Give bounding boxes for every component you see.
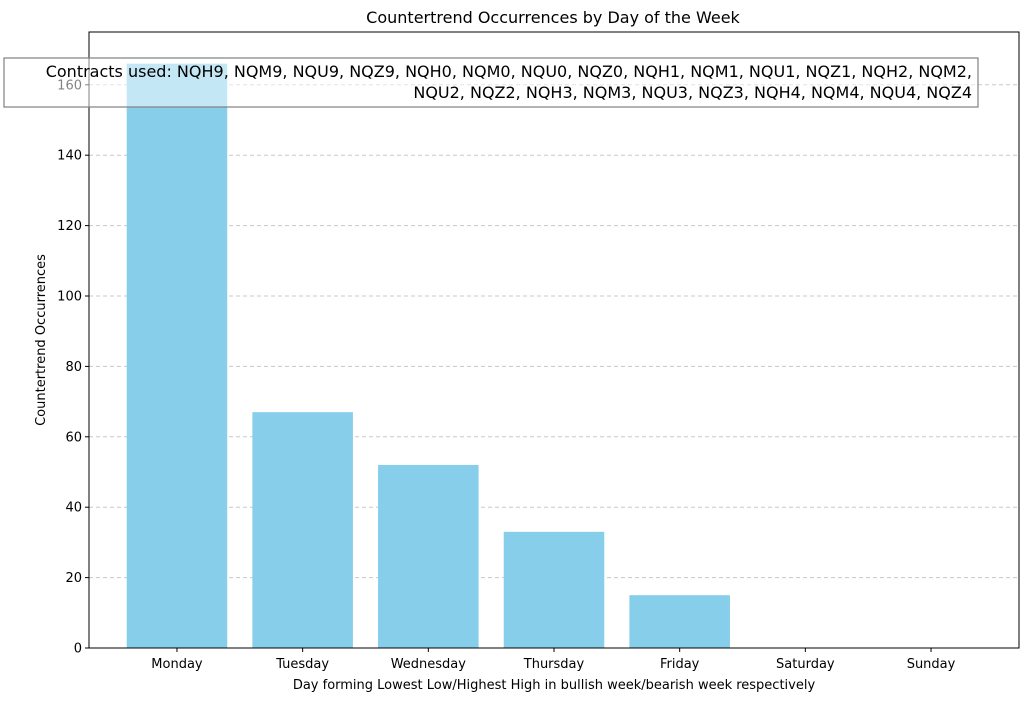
y-tick-label: 40 — [65, 501, 82, 516]
x-tick-label: Thursday — [523, 657, 585, 672]
annotation-line: NQU2, NQZ2, NQH3, NQM3, NQU3, NQZ3, NQH4… — [413, 83, 972, 102]
y-tick-label: 120 — [57, 219, 82, 234]
x-tick-label: Saturday — [776, 657, 835, 672]
chart-title: Countertrend Occurrences by Day of the W… — [366, 8, 740, 27]
y-tick-label: 140 — [57, 149, 82, 164]
x-tick-label: Friday — [660, 657, 700, 672]
y-axis-title: Countertrend Occurrences — [34, 254, 49, 426]
x-tick-label: Monday — [151, 657, 203, 672]
y-axis: 020406080100120140160 — [57, 78, 89, 657]
gridlines — [89, 84, 1019, 579]
y-tick-label: 100 — [57, 290, 82, 305]
bars — [126, 63, 730, 649]
x-tick-label: Sunday — [907, 657, 956, 672]
x-tick-label: Wednesday — [391, 657, 467, 672]
annotation-line: Contracts used: NQH9, NQM9, NQU9, NQZ9, … — [46, 62, 972, 81]
bar — [503, 531, 605, 648]
contracts-annotation: Contracts used: NQH9, NQM9, NQU9, NQZ9, … — [3, 57, 979, 108]
x-tick-label: Tuesday — [275, 657, 329, 672]
y-tick-label: 80 — [65, 360, 82, 375]
bar — [629, 595, 730, 648]
x-axis: Monday Tuesday Wednesday Thursday Friday Satu… — [151, 648, 956, 672]
y-tick-label: 60 — [65, 430, 82, 445]
bar — [252, 412, 353, 648]
bar — [378, 464, 479, 648]
y-tick-label: 0 — [74, 642, 82, 657]
x-axis-title: Day forming Lowest Low/Highest High in b… — [293, 678, 816, 693]
bar — [126, 63, 228, 649]
annotation-box — [3, 57, 979, 108]
y-tick-label: 20 — [65, 571, 82, 586]
